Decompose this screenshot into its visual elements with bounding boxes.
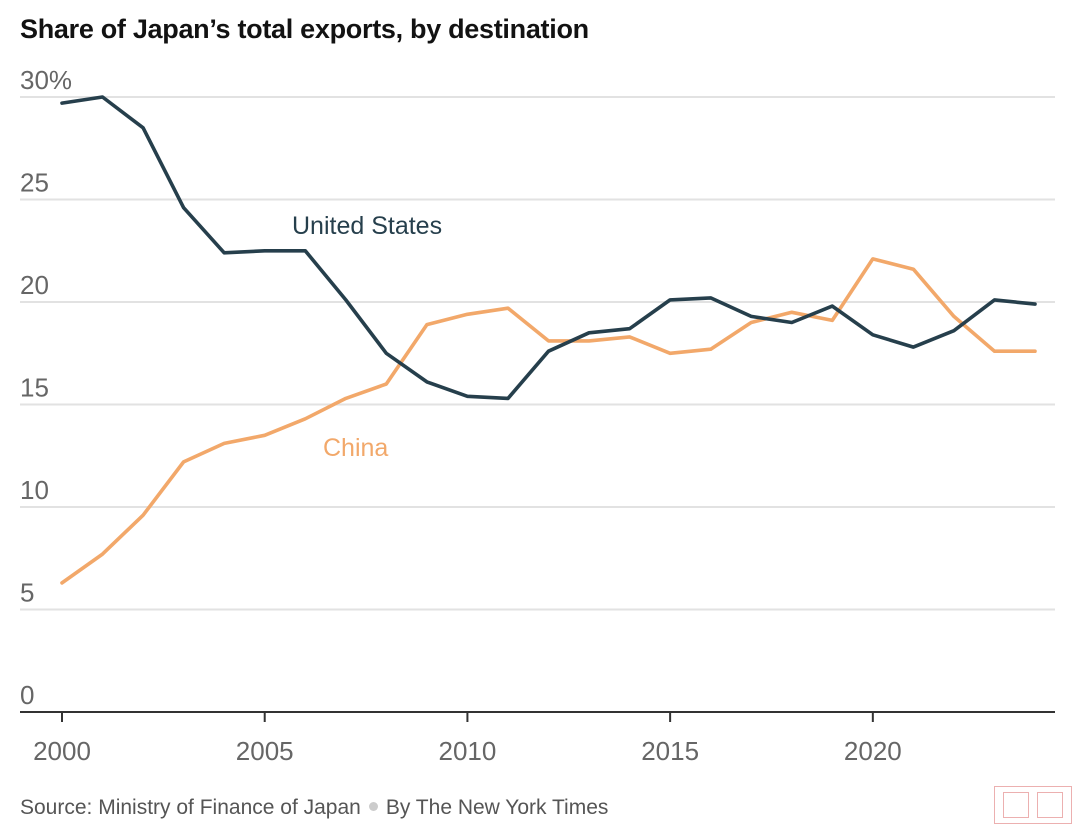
series-line-united-states (60, 95, 1037, 401)
source-note: Source: Ministry of Finance of Japan (20, 796, 361, 819)
x-tick-label: 2020 (844, 736, 902, 766)
y-tick-label: 0 (20, 680, 34, 710)
y-tick-label: 15 (20, 373, 49, 403)
separator-dot-icon (368, 802, 378, 812)
chart-title: Share of Japan’s total exports, by desti… (20, 14, 589, 44)
x-tick-label: 2000 (33, 736, 91, 766)
y-tick-label: 25 (20, 168, 49, 198)
seal-glyph-icon (1037, 792, 1063, 818)
x-tick-label: 2010 (438, 736, 496, 766)
y-tick-label: 30% (20, 65, 72, 95)
x-tick-label: 2015 (641, 736, 699, 766)
series-lines (60, 95, 1037, 585)
series-label-china: China (323, 434, 388, 462)
watermark-seal (994, 786, 1072, 824)
series-label-united-states: United States (292, 212, 442, 240)
y-tick-label: 5 (20, 578, 34, 608)
y-axis-ticks: 0 5 10 15 20 25 30% (20, 65, 72, 710)
series-line-china (60, 257, 1037, 585)
x-tick-label: 2005 (236, 736, 294, 766)
credit-note: By The New York Times (385, 796, 609, 819)
seal-glyph-icon (1003, 792, 1029, 818)
y-tick-label: 20 (20, 270, 49, 300)
y-tick-label: 10 (20, 475, 49, 505)
x-axis-ticks: 2000 2005 2010 2015 2020 (33, 712, 902, 766)
gridlines (20, 96, 1055, 611)
chart-footer: Source: Ministry of Finance of Japan By T… (20, 796, 608, 820)
